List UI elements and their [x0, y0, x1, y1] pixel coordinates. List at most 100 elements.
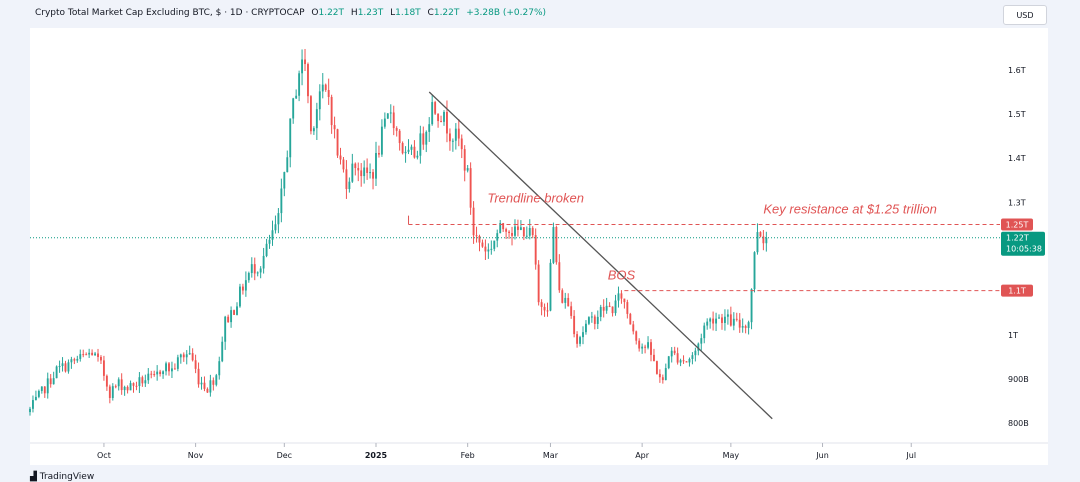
- candle-body: [676, 353, 679, 363]
- candle-body: [505, 229, 508, 232]
- candle-body: [537, 264, 540, 303]
- candle-body: [212, 380, 215, 385]
- candle-body: [629, 313, 632, 325]
- x-tick-label: May: [723, 451, 740, 460]
- candle-body: [635, 331, 638, 341]
- candle-body: [32, 400, 34, 409]
- candle-body: [762, 236, 765, 244]
- candle-body: [718, 317, 720, 319]
- candle-body: [644, 346, 647, 348]
- candle-body: [389, 112, 392, 114]
- candle-body: [64, 363, 67, 372]
- candle-body: [372, 172, 374, 179]
- y-tick-label: 800B: [1008, 419, 1029, 428]
- candle-body: [307, 64, 309, 97]
- candle-body: [342, 159, 345, 170]
- candle-body: [422, 133, 425, 145]
- y-tick-label: 1T: [1008, 331, 1018, 340]
- candle-body: [230, 310, 233, 323]
- candle-body: [188, 353, 191, 355]
- candle-body: [271, 230, 274, 240]
- currency-button[interactable]: USD: [1003, 5, 1047, 25]
- candle-body: [587, 317, 590, 324]
- candle-body: [525, 235, 528, 237]
- candle-body: [703, 325, 706, 339]
- symbol-info[interactable]: Crypto Total Market Cap Excluding BTC, $…: [35, 8, 305, 18]
- candle-body: [206, 388, 209, 393]
- candle-body: [614, 300, 617, 314]
- candle-body: [655, 361, 658, 374]
- candle-body: [638, 340, 641, 349]
- candle-body: [58, 366, 61, 368]
- candle-body: [215, 375, 218, 385]
- candle-body: [150, 373, 153, 375]
- candle-body: [339, 155, 342, 160]
- candle-body: [256, 272, 259, 274]
- candle-body: [658, 373, 661, 378]
- candle-body: [623, 298, 626, 303]
- candle-body: [185, 354, 188, 358]
- candle-body: [540, 302, 543, 307]
- tradingview-logo: ▟ TradingView: [30, 472, 94, 482]
- candle-body: [259, 268, 262, 273]
- change-value: +3.28B (+0.27%): [466, 8, 547, 18]
- candle-body: [590, 316, 593, 318]
- candle-body: [460, 138, 463, 150]
- candle-body: [747, 322, 750, 328]
- candle-body: [97, 353, 99, 357]
- candle-body: [715, 318, 718, 324]
- candle-body: [153, 374, 156, 376]
- candle-body: [694, 350, 697, 356]
- candle-body: [123, 386, 126, 391]
- candle-body: [378, 153, 380, 155]
- open-value: 1.22T: [318, 8, 345, 18]
- candle-body: [289, 118, 292, 158]
- current-price-tag: [1001, 231, 1045, 256]
- bos-price-tag-text: 1.1T: [1008, 287, 1026, 296]
- candle-body: [561, 290, 564, 303]
- candle-body: [318, 91, 321, 110]
- candle-body: [170, 368, 173, 372]
- candle-body: [466, 168, 469, 171]
- candle-body: [729, 314, 732, 326]
- candle-body: [431, 102, 434, 125]
- candle-body: [280, 188, 283, 214]
- candle-body: [670, 350, 673, 357]
- candle-body: [502, 223, 505, 230]
- candle-body: [49, 378, 52, 385]
- candle-body: [570, 306, 573, 316]
- candle-body: [239, 286, 241, 307]
- y-tick-label: 1.5T: [1008, 110, 1026, 119]
- candles: [29, 48, 768, 416]
- candle-body: [753, 252, 756, 290]
- candle-body: [102, 360, 105, 376]
- candle-body: [37, 390, 40, 397]
- candle-body: [419, 133, 422, 156]
- candle-body: [487, 249, 490, 252]
- candle-body: [682, 360, 685, 362]
- current-price-text: 1.22T: [1006, 234, 1029, 243]
- candle-body: [395, 128, 398, 131]
- candle-body: [304, 59, 306, 65]
- candle-body: [236, 306, 238, 315]
- candle-body: [233, 310, 235, 315]
- candle-body: [168, 363, 170, 372]
- candle-body: [499, 223, 502, 234]
- candle-body: [519, 227, 522, 230]
- candle-body: [203, 382, 206, 389]
- candle-body: [401, 143, 404, 154]
- candle-body: [428, 124, 431, 132]
- candle-body: [221, 341, 224, 362]
- candle-body: [546, 310, 549, 312]
- candle-body: [117, 379, 120, 387]
- x-tick-label: Dec: [277, 451, 292, 460]
- key_resistance-price-tag-text: 1.25T: [1006, 220, 1029, 229]
- key_resistance-price-tag: [1001, 218, 1033, 231]
- candle-body: [392, 112, 395, 129]
- candle-body: [73, 359, 76, 361]
- candle-body: [735, 318, 738, 320]
- candle-body: [712, 318, 715, 324]
- candle-body: [244, 280, 247, 291]
- x-tick-label: Mar: [543, 451, 559, 460]
